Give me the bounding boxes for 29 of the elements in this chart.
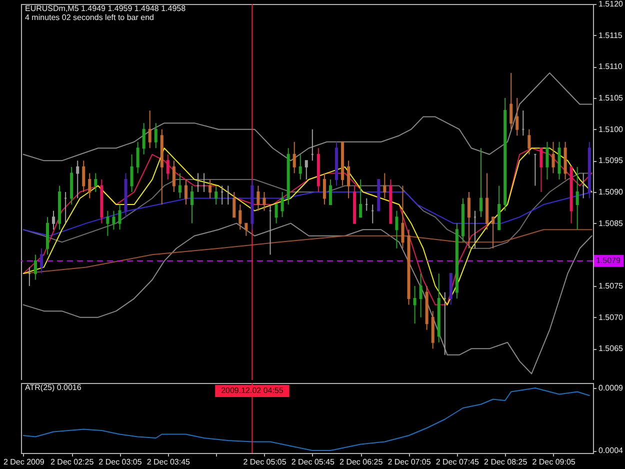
y-tick-label: 1.5100 [598, 124, 624, 134]
x-tick-label: 2 Dec 06:25 [340, 458, 384, 466]
y-tick-label: 1.5090 [598, 188, 624, 196]
y-tick-label: 1.5105 [598, 94, 624, 102]
x-tick-label: 2 Dec 03:05 [98, 458, 142, 466]
ref-line-label: 2009.12.02 04:55 [221, 386, 284, 395]
x-tick-label: 2 Dec 07:45 [436, 458, 480, 466]
y-tick-label: 1.5095 [598, 156, 624, 166]
chart-title: ATR(25) 0.0016 [25, 383, 82, 392]
x-tick-label: 2 Dec 09:05 [532, 458, 576, 466]
y-tick-label: 1.5120 [598, 0, 624, 8]
y-tick-label: 1.5075 [598, 282, 624, 290]
x-tick-label: 2 Dec 08:25 [484, 458, 528, 466]
y-tick-label: 1.5085 [598, 218, 624, 228]
y-tick-label: 0.0009 [598, 384, 624, 392]
y-tick-label: 0.0004 [598, 446, 624, 455]
x-tick-label: 2 Dec 05:05 [243, 458, 287, 466]
x-tick-label: 2 Dec 03:45 [146, 458, 191, 466]
ref-line-label: 1.5079 [596, 256, 622, 265]
x-tick-label: 2 Dec 2009 [3, 458, 45, 466]
text: 4 minutes 02 seconds left to bar end [25, 13, 154, 22]
x-tick-label: 2 Dec 02:25 [50, 458, 94, 466]
y-tick-label: 1.5115 [598, 30, 623, 40]
x-tick-label: 2 Dec 05:45 [291, 458, 336, 466]
y-tick-label: 1.5070 [598, 312, 624, 322]
x-tick-label: 2 Dec 07:05 [388, 458, 432, 466]
y-tick-label: 1.5110 [598, 62, 623, 72]
chart-title: EURUSDm,M5 1.4949 1.4959 1.4948 1.4958 [25, 4, 186, 13]
y-tick-label: 1.5065 [598, 344, 624, 354]
